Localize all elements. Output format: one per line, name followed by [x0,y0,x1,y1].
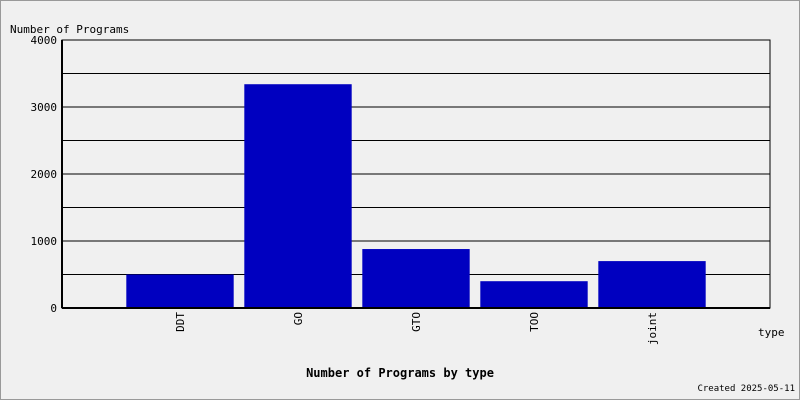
y-tick-label: 1000 [31,235,58,248]
y-tick-label: 4000 [31,34,58,47]
x-tick-label: GTO [410,312,423,332]
x-tick-label: GO [292,312,305,325]
bar [598,261,706,308]
x-axis-label: type [758,326,785,339]
bar [244,84,352,308]
bar [362,249,470,308]
bar [126,274,234,308]
y-axis-label: Number of Programs [10,23,129,36]
x-tick-label: TOO [528,312,541,332]
bar [480,281,588,308]
x-tick-label: DDT [174,312,187,332]
y-tick-label: 3000 [31,101,58,114]
chart-title: Number of Programs by type [306,366,494,380]
x-tick-label: joint [646,312,659,345]
footer: Created 2025-05-11 [697,384,795,394]
y-tick-label: 0 [50,302,57,315]
y-tick-label: 2000 [31,168,58,181]
